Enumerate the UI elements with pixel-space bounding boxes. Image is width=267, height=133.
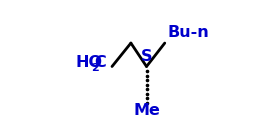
Text: C: C [95,55,106,70]
Text: S: S [141,49,152,64]
Text: HO: HO [76,55,103,70]
Text: Me: Me [133,103,160,118]
Text: Bu-n: Bu-n [167,25,209,40]
Text: 2: 2 [92,63,99,73]
